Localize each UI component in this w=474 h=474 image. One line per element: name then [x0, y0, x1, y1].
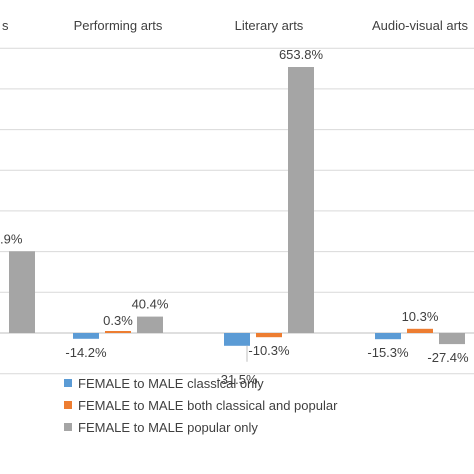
category-label: Performing arts: [74, 18, 163, 33]
data-label: -14.2%: [65, 345, 107, 360]
legend: FEMALE to MALE classical only FEMALE to M…: [64, 372, 337, 438]
legend-item: FEMALE to MALE classical only: [64, 372, 337, 394]
data-label: -27.4%: [427, 350, 469, 365]
gridlines: [0, 47, 474, 375]
bar: [137, 316, 163, 333]
data-label: -31.5%: [216, 372, 258, 387]
legend-item: FEMALE to MALE popular only: [64, 416, 337, 438]
legend-swatch: [64, 423, 72, 431]
bar: [288, 67, 314, 333]
data-label: -10.3%: [248, 343, 290, 358]
bar: [375, 333, 401, 340]
bar: [407, 328, 433, 333]
category-label: Literary arts: [235, 18, 304, 33]
legend-swatch: [64, 401, 72, 409]
category-label: s: [2, 18, 9, 33]
legend-swatch: [64, 379, 72, 387]
data-label: 0.3%: [103, 313, 133, 328]
bar: [256, 333, 282, 338]
data-label: -15.3%: [367, 345, 409, 360]
data-label: 10.3%: [402, 309, 439, 324]
legend-label: FEMALE to MALE popular only: [78, 419, 258, 435]
data-label: 40.4%: [132, 297, 169, 312]
category-label: Audio-visual arts: [372, 18, 469, 33]
bars: [9, 67, 465, 346]
category-labels: s Performing arts Literary arts Audio-visua…: [2, 18, 469, 33]
bar: [224, 333, 250, 346]
data-labels: -14.2% -31.5% -15.3% 0.3% -10.3% 10.3% .9% 40.4…: [0, 47, 469, 387]
bar: [105, 331, 131, 333]
bar: [73, 333, 99, 339]
legend-label: FEMALE to MALE classical only: [78, 375, 264, 391]
legend-item: FEMALE to MALE both classical and popula…: [64, 394, 337, 416]
bar: [9, 251, 35, 333]
data-label: .9%: [0, 231, 23, 246]
bar: [439, 333, 465, 345]
legend-label: FEMALE to MALE both classical and popula…: [78, 397, 338, 413]
data-label: 653.8%: [279, 47, 324, 62]
